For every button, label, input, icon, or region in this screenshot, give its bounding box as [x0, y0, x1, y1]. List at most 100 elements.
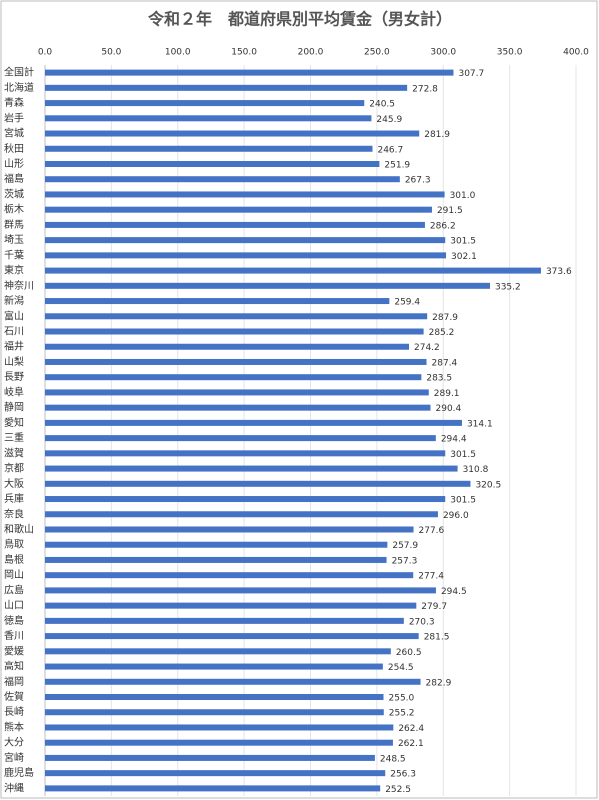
data-label: 245.9 [376, 115, 402, 125]
bar [45, 160, 380, 167]
y-tick-label: 高知 [4, 660, 24, 673]
y-tick-label: 青森 [4, 96, 24, 109]
bar [45, 602, 417, 609]
bar [45, 221, 425, 228]
data-label: 277.4 [418, 572, 444, 582]
y-tick-label: 長野 [4, 371, 24, 383]
bar [45, 739, 393, 746]
bar [45, 511, 438, 518]
bar [45, 389, 429, 396]
data-label: 287.4 [432, 358, 458, 368]
y-tick-label: 徳島 [4, 614, 24, 627]
y-tick-label: 愛知 [4, 416, 24, 429]
y-tick-label: 山形 [4, 158, 24, 170]
y-tick-label: 富山 [4, 309, 24, 322]
bar [45, 69, 454, 76]
bar [45, 328, 424, 335]
bar [45, 709, 384, 716]
bar [45, 754, 375, 761]
data-label: 262.1 [398, 739, 424, 749]
data-label: 274.2 [414, 343, 440, 353]
data-label: 240.5 [369, 100, 395, 110]
bar [45, 587, 436, 594]
y-tick-label: 栃木 [4, 203, 24, 216]
bar [45, 572, 414, 579]
data-label: 301.5 [450, 496, 476, 506]
y-tick-label: 全国計 [4, 66, 34, 79]
data-label: 314.1 [467, 419, 493, 429]
bar [45, 785, 381, 792]
bar [45, 374, 422, 381]
x-tick-label: 50.0 [101, 48, 121, 58]
data-label: 277.6 [419, 526, 445, 536]
bar [45, 678, 421, 685]
bar [45, 84, 408, 91]
bar [45, 252, 447, 259]
bar [45, 465, 458, 472]
y-tick-label: 宮城 [4, 127, 24, 140]
data-label: 259.4 [394, 298, 420, 308]
data-label: 289.1 [434, 389, 460, 399]
y-tick-label: 鳥取 [4, 538, 24, 551]
bar [45, 267, 541, 274]
y-tick-label: 島根 [4, 553, 24, 566]
bar [45, 115, 372, 122]
bar [45, 130, 420, 137]
bar [45, 358, 427, 365]
data-label: 254.5 [388, 663, 414, 673]
bar [45, 237, 446, 244]
bar [45, 526, 414, 533]
data-label: 307.7 [458, 69, 484, 79]
y-tick-label: 秋田 [4, 142, 24, 155]
y-tick-label: 千葉 [4, 248, 24, 261]
y-tick-label: 大阪 [4, 477, 24, 490]
y-tick-label: 岩手 [4, 111, 24, 124]
data-label: 301.0 [450, 191, 476, 201]
bar [45, 648, 391, 655]
data-label: 373.6 [546, 267, 572, 277]
y-tick-label: 岐阜 [4, 385, 24, 398]
bar [45, 663, 383, 670]
y-tick-label: 山口 [4, 600, 24, 612]
bar [45, 617, 404, 624]
data-label: 294.5 [441, 587, 467, 597]
data-label: 246.7 [377, 145, 403, 155]
bar [45, 496, 446, 503]
bar [45, 450, 446, 457]
bar [45, 556, 387, 563]
data-label: 290.4 [436, 404, 462, 414]
y-tick-label: 福岡 [4, 675, 24, 688]
chart-title: 令和２年 都道府県別平均賃金（男女計） [147, 10, 452, 29]
y-tick-label: 長崎 [4, 705, 24, 718]
data-label: 302.1 [451, 252, 477, 262]
bar [45, 100, 365, 107]
data-label: 296.0 [443, 511, 469, 521]
y-tick-label: 石川 [4, 327, 24, 338]
bar [45, 724, 394, 731]
bar [45, 298, 390, 305]
y-tick-label: 埼玉 [4, 233, 24, 246]
bar [45, 313, 428, 320]
bar [45, 770, 386, 777]
y-tick-label: 香川 [4, 630, 24, 642]
y-tick-label: 茨城 [4, 187, 24, 200]
y-tick-label: 岡山 [4, 569, 24, 581]
y-tick-label: 新潟 [4, 294, 24, 307]
y-tick-label: 福島 [4, 172, 24, 185]
y-tick-label: 山梨 [4, 355, 24, 368]
data-label: 251.9 [384, 160, 410, 170]
x-tick-label: 350.0 [497, 48, 523, 58]
data-label: 262.4 [398, 724, 424, 734]
data-label: 287.9 [432, 313, 458, 323]
y-tick-label: 熊本 [4, 720, 24, 733]
bar [45, 191, 445, 198]
bar [45, 404, 431, 411]
y-tick-label: 静岡 [4, 401, 24, 414]
data-label: 335.2 [495, 282, 521, 292]
bar [45, 343, 410, 350]
data-label: 301.5 [450, 450, 476, 460]
bar [45, 206, 432, 213]
x-tick-label: 150.0 [231, 48, 257, 58]
y-tick-label: 大分 [4, 736, 24, 749]
data-label: 283.5 [426, 374, 452, 384]
